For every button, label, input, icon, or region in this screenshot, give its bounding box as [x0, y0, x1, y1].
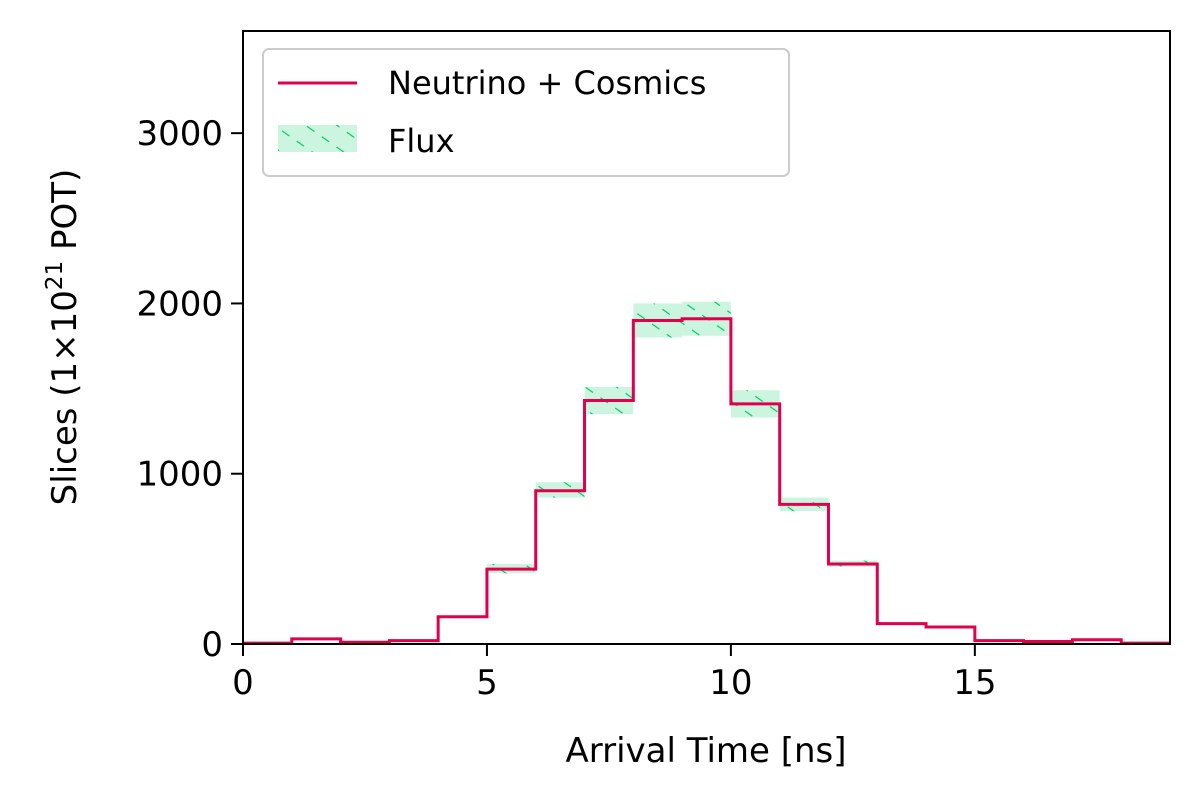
legend-label-neutrino-cosmics: Neutrino + Cosmics — [388, 64, 706, 102]
neutrino-cosmics-histogram — [243, 317, 1170, 644]
y-tick-label: 3000 — [136, 114, 223, 154]
x-tick-label: 0 — [232, 663, 254, 703]
y-axis: 0 1000 2000 3000 — [136, 114, 243, 665]
x-axis: 0 5 10 15 — [232, 644, 996, 703]
histogram-step-line — [243, 317, 1170, 644]
x-tick-label: 15 — [953, 663, 996, 703]
y-axis-title: Slices (1×1021 POT) — [42, 169, 85, 506]
legend-label-flux: Flux — [388, 122, 455, 160]
y-tick-label: 0 — [201, 625, 223, 665]
y-axis-title-prefix: Slices (1×10 — [45, 290, 85, 505]
flux-band — [486, 301, 878, 574]
legend-swatch-flux — [278, 125, 357, 152]
y-axis-title-superscript: 21 — [42, 261, 68, 290]
x-tick-label: 5 — [476, 663, 498, 703]
x-tick-label: 10 — [709, 663, 752, 703]
legend: Neutrino + Cosmics Flux — [262, 48, 790, 177]
x-axis-title: Arrival Time [ns] — [565, 731, 846, 771]
y-tick-label: 2000 — [136, 284, 223, 324]
legend-box — [262, 48, 790, 177]
y-tick-label: 1000 — [136, 455, 223, 495]
plot-frame — [242, 30, 1171, 645]
y-axis-title-suffix: POT) — [45, 169, 85, 261]
